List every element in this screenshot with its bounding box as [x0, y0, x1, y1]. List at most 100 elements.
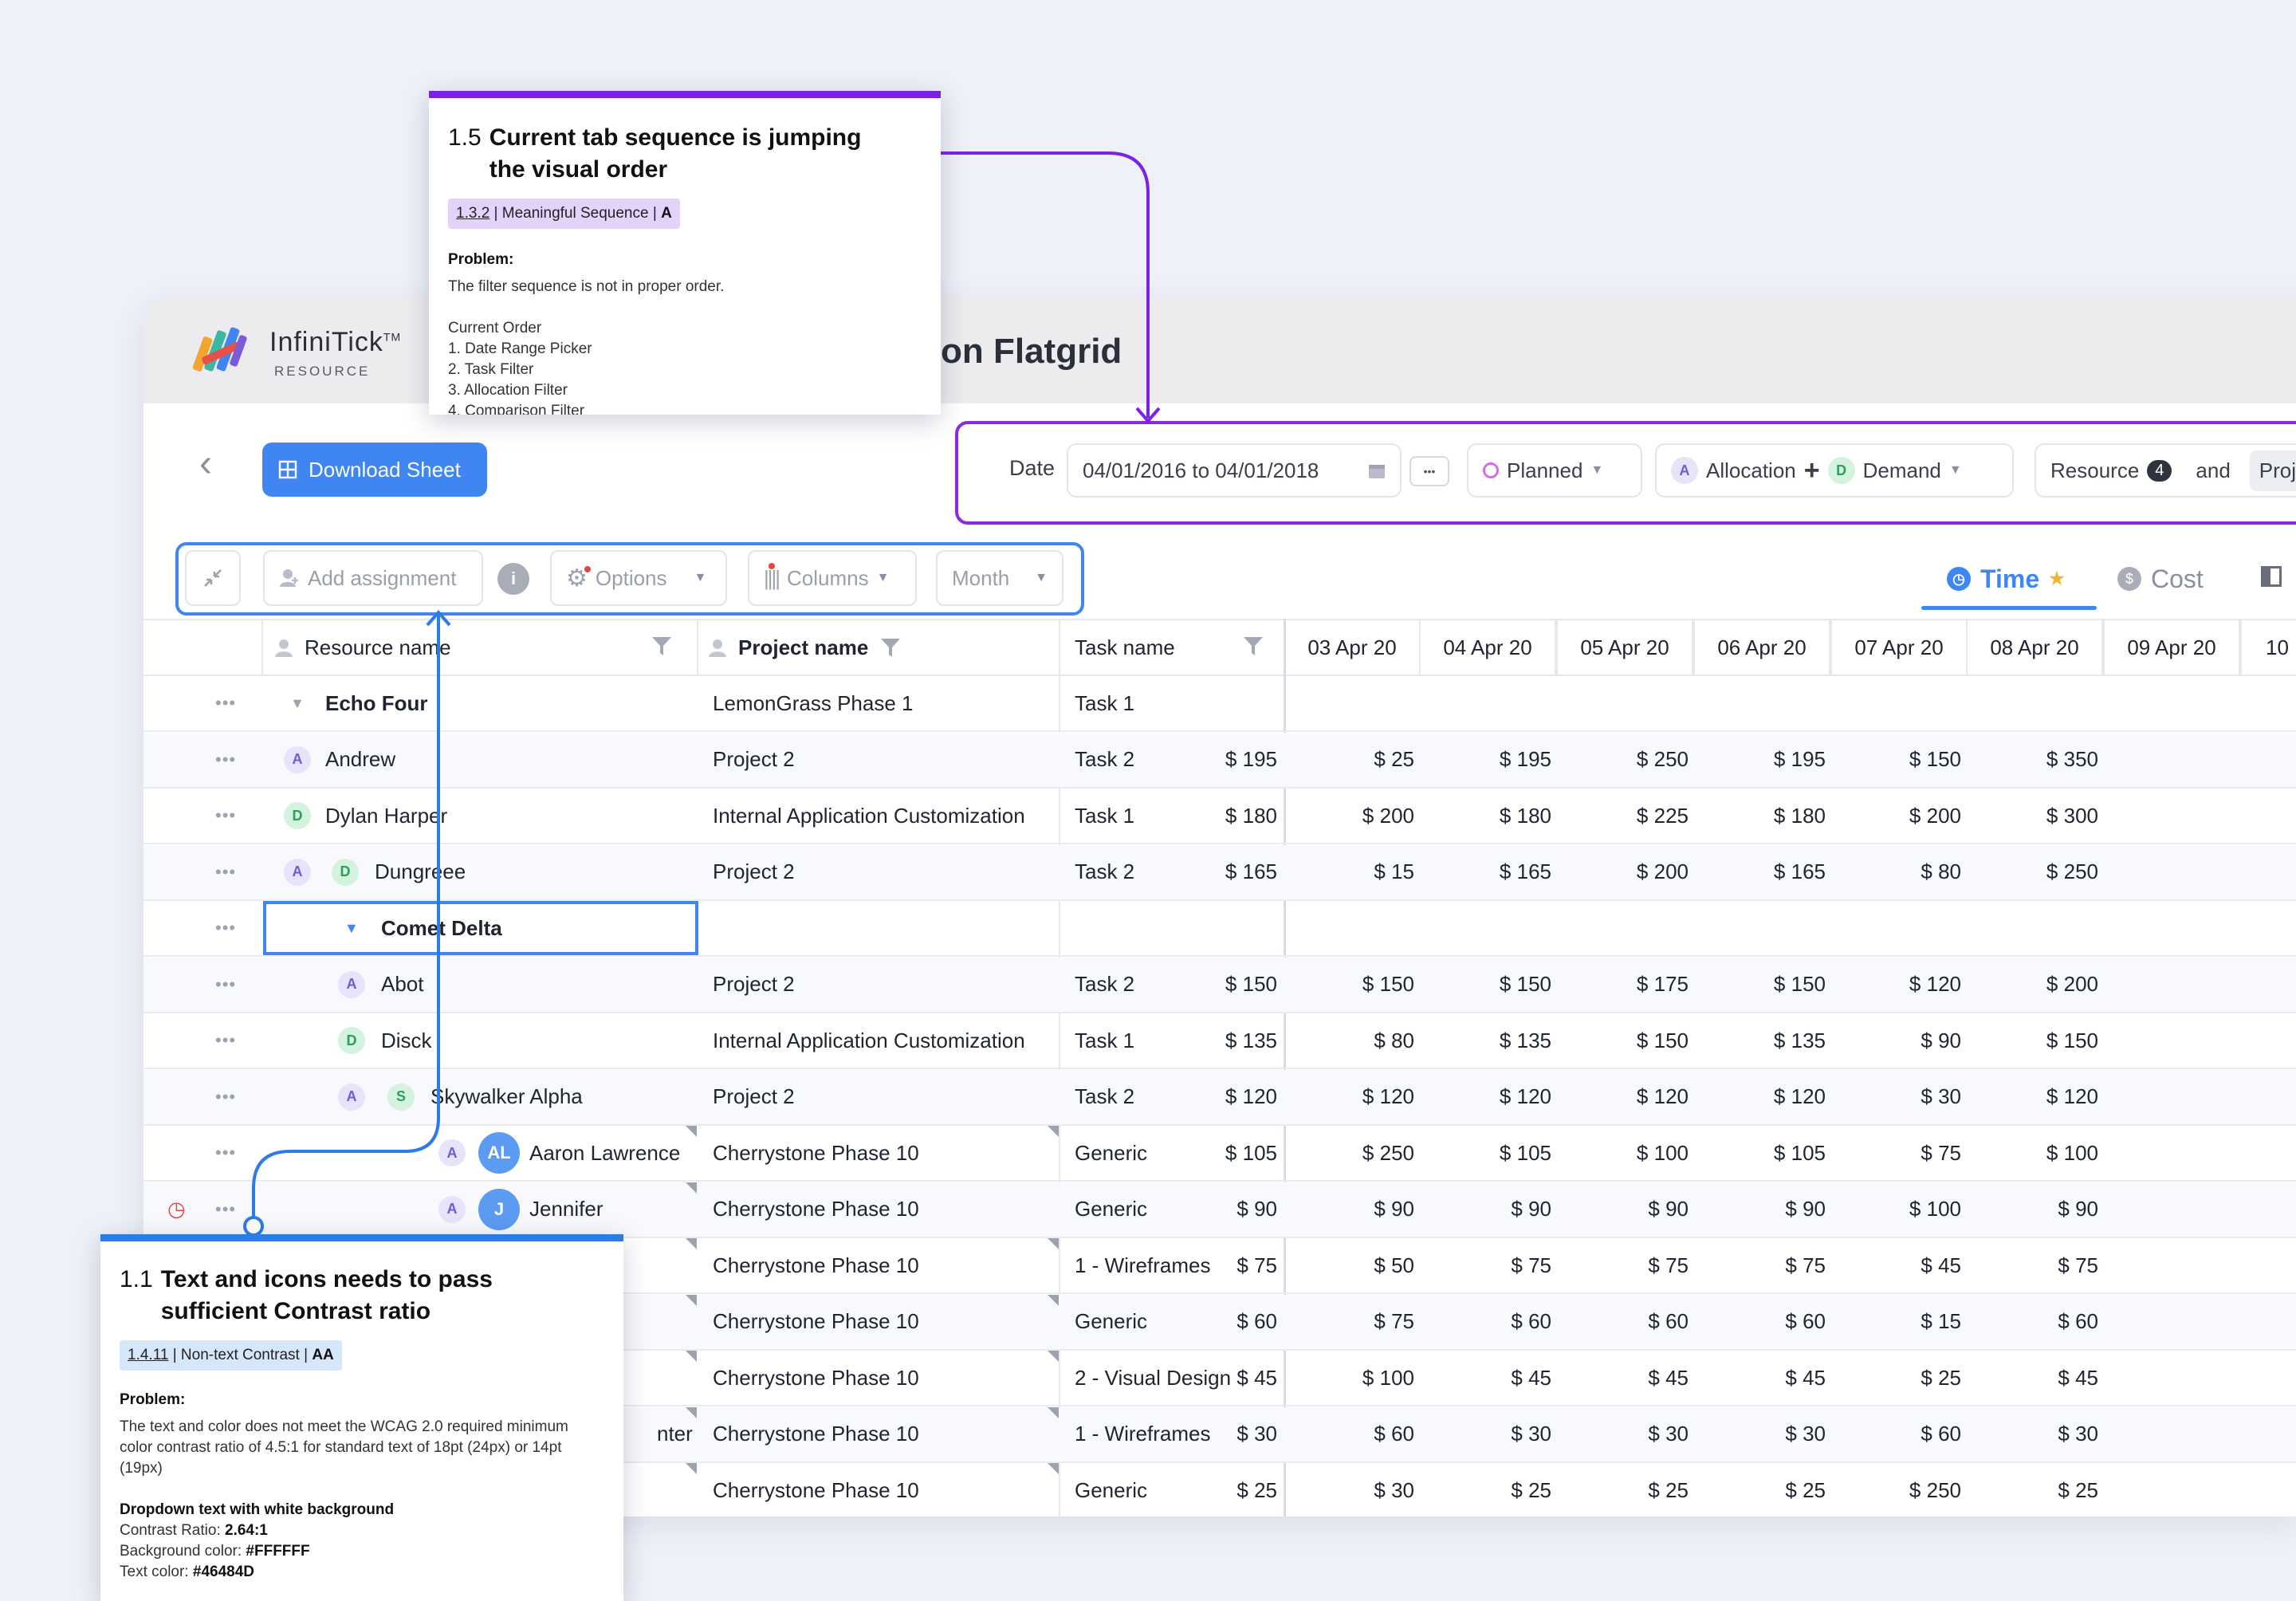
- value-cell[interactable]: $ 25: [1648, 1477, 1689, 1502]
- value-cell[interactable]: $ 105: [1499, 1140, 1551, 1165]
- resource-name-cell[interactable]: Dylan Harper: [325, 803, 448, 828]
- resource-filter[interactable]: Resource 4 and Proje: [2035, 443, 2296, 498]
- resource-name-header[interactable]: Resource name: [274, 619, 840, 676]
- task-name-cell[interactable]: Task 1: [1075, 803, 1135, 828]
- options-dropdown[interactable]: ⚙ Options ▼: [550, 550, 727, 606]
- value-cell[interactable]: $ 250: [1636, 747, 1689, 771]
- month-dropdown[interactable]: Month ▼: [936, 550, 1063, 606]
- value-cell[interactable]: $ 75: [1648, 1253, 1689, 1277]
- value-cell[interactable]: $ 120: [1636, 1084, 1689, 1108]
- value-cell[interactable]: $ 300: [2046, 803, 2098, 828]
- value-cell[interactable]: $ 225: [1636, 803, 1689, 828]
- value-cell[interactable]: $ 60: [1236, 1309, 1277, 1333]
- value-cell[interactable]: $ 90: [1374, 1197, 1414, 1221]
- resource-name-cell[interactable]: Abot: [381, 972, 424, 996]
- value-cell[interactable]: $ 30: [1374, 1477, 1414, 1502]
- table-row[interactable]: ••• A D Dungreee Project 2 Task 2 $ 165 $ 15 $ 1…: [144, 844, 2296, 901]
- resource-name-cell[interactable]: Disck: [381, 1028, 432, 1052]
- value-cell[interactable]: $ 45: [2058, 1365, 2098, 1390]
- table-row[interactable]: ••• ▼ Echo Four LemonGrass Phase 1 Task 1: [144, 676, 2296, 732]
- value-cell[interactable]: $ 80: [1374, 1028, 1414, 1052]
- value-cell[interactable]: $ 200: [1636, 860, 1689, 883]
- resource-name-cell[interactable]: Jennifer: [529, 1197, 603, 1221]
- value-cell[interactable]: $ 120: [2046, 1084, 2098, 1108]
- task-name-header[interactable]: Task name: [1075, 635, 1175, 659]
- task-name-cell[interactable]: 2 - Visual Design: [1075, 1365, 1232, 1390]
- value-cell[interactable]: $ 25: [1785, 1477, 1826, 1502]
- row-more-icon[interactable]: •••: [215, 1143, 237, 1162]
- value-cell[interactable]: $ 135: [1773, 1028, 1826, 1052]
- value-cell[interactable]: $ 45: [1921, 1253, 1961, 1277]
- value-cell[interactable]: $ 165: [1773, 860, 1826, 883]
- table-row[interactable]: ••• D Dylan Harper Internal Application Cus…: [144, 789, 2296, 844]
- value-cell[interactable]: $ 100: [1362, 1365, 1414, 1390]
- value-cell[interactable]: $ 90: [1785, 1197, 1826, 1221]
- value-cell[interactable]: $ 25: [1511, 1477, 1551, 1502]
- task-name-cell[interactable]: Generic: [1075, 1197, 1148, 1221]
- value-cell[interactable]: $ 15: [1374, 860, 1414, 883]
- project-name-cell[interactable]: Cherrystone Phase 10: [713, 1140, 919, 1165]
- date-range-picker[interactable]: 04/01/2016 to 04/01/2018: [1067, 443, 1402, 498]
- value-cell[interactable]: $ 180: [1499, 803, 1551, 828]
- value-cell[interactable]: $ 25: [1921, 1365, 1961, 1390]
- project-chip[interactable]: Proje: [2249, 450, 2296, 491]
- project-name-cell[interactable]: LemonGrass Phase 1: [713, 690, 914, 715]
- date-header[interactable]: 08 Apr 20: [1968, 619, 2103, 676]
- task-name-cell[interactable]: 1 - Wireframes: [1075, 1253, 1211, 1277]
- table-row[interactable]: ••• A AL Aaron Lawrence Cherrystone Phase 10…: [144, 1126, 2296, 1182]
- filter-icon[interactable]: [1242, 635, 1264, 657]
- value-cell[interactable]: $ 165: [1499, 860, 1551, 883]
- value-cell[interactable]: $ 100: [1636, 1140, 1689, 1165]
- resource-name-cell[interactable]: Andrew: [325, 747, 396, 771]
- value-cell[interactable]: $ 180: [1773, 803, 1826, 828]
- row-more-icon[interactable]: •••: [215, 693, 237, 713]
- value-cell[interactable]: $ 75: [1785, 1253, 1826, 1277]
- value-cell[interactable]: $ 135: [1225, 1028, 1277, 1052]
- value-cell[interactable]: $ 150: [1636, 1028, 1689, 1052]
- expand-caret-icon[interactable]: ▼: [290, 694, 305, 711]
- value-cell[interactable]: $ 90: [2058, 1197, 2098, 1221]
- row-more-icon[interactable]: •••: [215, 1030, 237, 1050]
- value-cell[interactable]: $ 350: [2046, 747, 2098, 771]
- tab-cost[interactable]: $ Cost: [2117, 550, 2204, 608]
- value-cell[interactable]: $ 30: [1921, 1084, 1961, 1108]
- value-cell[interactable]: $ 120: [1499, 1084, 1551, 1108]
- value-cell[interactable]: $ 15: [1921, 1309, 1961, 1333]
- value-cell[interactable]: $ 45: [1511, 1365, 1551, 1390]
- table-row[interactable]: •••Cherrystone Phase 101 - Wireframes$ 7…: [144, 1238, 2296, 1294]
- value-cell[interactable]: $ 75: [2058, 1253, 2098, 1277]
- project-name-cell[interactable]: Internal Application Customization: [713, 803, 1025, 828]
- value-cell[interactable]: $ 90: [1236, 1197, 1277, 1221]
- value-cell[interactable]: $ 135: [1499, 1028, 1551, 1052]
- value-cell[interactable]: $ 30: [2058, 1422, 2098, 1446]
- project-name-cell[interactable]: Cherrystone Phase 10: [713, 1253, 919, 1277]
- download-sheet-button[interactable]: Download Sheet: [262, 443, 487, 497]
- table-row[interactable]: ••• A Abot Project 2 Task 2 $ 150 $ 150 $ 150 $ …: [144, 957, 2296, 1013]
- row-more-icon[interactable]: •••: [215, 974, 237, 994]
- alarm-clock-icon[interactable]: ◷: [167, 1197, 186, 1221]
- resource-name-cell[interactable]: nter: [657, 1422, 693, 1446]
- project-name-cell[interactable]: Project 2: [713, 972, 795, 996]
- resource-name-cell[interactable]: Skywalker Alpha: [431, 1084, 583, 1108]
- value-cell[interactable]: $ 195: [1225, 747, 1277, 771]
- table-row[interactable]: ••• ▼ Comet Delta: [144, 901, 2296, 957]
- value-cell[interactable]: $ 75: [1236, 1253, 1277, 1277]
- value-cell[interactable]: $ 30: [1648, 1422, 1689, 1446]
- value-cell[interactable]: $ 175: [1636, 972, 1689, 996]
- value-cell[interactable]: $ 250: [1362, 1140, 1414, 1165]
- date-header[interactable]: 09 Apr 20: [2105, 619, 2240, 676]
- value-cell[interactable]: $ 25: [1374, 747, 1414, 771]
- date-header[interactable]: 05 Apr 20: [1558, 619, 1693, 676]
- allocation-filter[interactable]: A Allocation + D Demand ▼: [1655, 443, 2014, 498]
- value-cell[interactable]: $ 120: [1362, 1084, 1414, 1108]
- row-more-icon[interactable]: •••: [215, 749, 237, 769]
- value-cell[interactable]: $ 150: [1362, 972, 1414, 996]
- value-cell[interactable]: $ 150: [1499, 972, 1551, 996]
- value-cell[interactable]: $ 60: [1374, 1422, 1414, 1446]
- value-cell[interactable]: $ 25: [2058, 1477, 2098, 1502]
- value-cell[interactable]: $ 200: [1362, 803, 1414, 828]
- value-cell[interactable]: $ 75: [1511, 1253, 1551, 1277]
- task-name-cell[interactable]: Task 2: [1075, 747, 1135, 771]
- value-cell[interactable]: $ 80: [1921, 860, 1961, 883]
- resource-name-cell[interactable]: Comet Delta: [381, 915, 502, 940]
